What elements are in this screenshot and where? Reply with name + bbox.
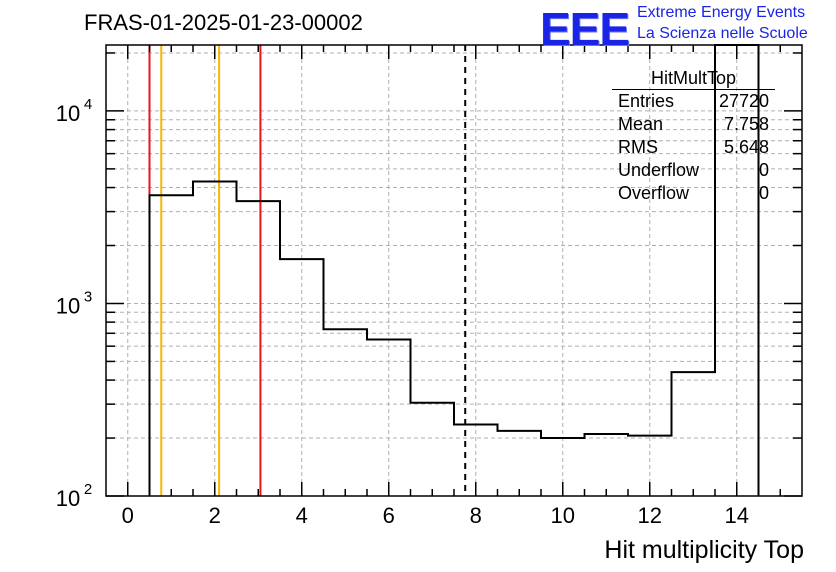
stats-box: HitMultTop Entries 27720 Mean 7.758 RMS … — [612, 67, 775, 205]
stats-row: Mean 7.758 — [612, 113, 775, 136]
y-tick-label: 10 — [56, 101, 80, 126]
y-tick-exponent: 2 — [84, 481, 92, 498]
stats-key: Entries — [618, 91, 675, 111]
stats-row: Entries 27720 — [612, 90, 775, 113]
x-tick-label: 4 — [296, 503, 308, 528]
stats-key: Underflow — [618, 160, 700, 180]
stats-value: 27720 — [718, 91, 769, 111]
stats-value: 7.758 — [723, 114, 769, 134]
x-axis: 0 2 4 6 8 10 12 14 — [122, 45, 781, 528]
stats-key: Overflow — [618, 183, 690, 203]
x-tick-label: 8 — [470, 503, 482, 528]
histogram-outline — [148, 44, 760, 496]
org-subtitle: La Scienza nelle Scuole — [637, 25, 808, 42]
stats-row: Underflow 0 — [612, 159, 775, 182]
x-tick-label: 10 — [551, 503, 575, 528]
stats-key: RMS — [618, 137, 658, 157]
x-tick-label: 12 — [638, 503, 662, 528]
y-tick-exponent: 3 — [84, 288, 92, 305]
y-tick-exponent: 4 — [84, 96, 92, 113]
stats-value: 0 — [758, 160, 769, 180]
x-tick-label: 2 — [209, 503, 221, 528]
x-tick-label: 6 — [383, 503, 395, 528]
grid-lines — [106, 45, 802, 497]
stats-key: Mean — [618, 114, 664, 134]
x-tick-label: 14 — [725, 503, 749, 528]
x-tick-label: 0 — [122, 503, 134, 528]
stats-row: Overflow 0 — [612, 182, 775, 205]
x-axis-label: Hit multiplicity Top — [604, 536, 804, 564]
stats-value: 0 — [758, 183, 769, 203]
marker-lines — [148, 45, 467, 496]
stats-value: 5.648 — [723, 137, 769, 157]
y-tick-label: 10 — [56, 293, 80, 318]
stats-row: RMS 5.648 — [612, 136, 775, 159]
y-tick-label: 10 — [56, 486, 80, 511]
eee-logo: EEE — [540, 3, 630, 55]
run-title: FRAS-01-2025-01-23-00002 — [84, 10, 363, 35]
org-name: Extreme Energy Events — [637, 4, 806, 21]
stats-title: HitMultTop — [612, 67, 775, 90]
